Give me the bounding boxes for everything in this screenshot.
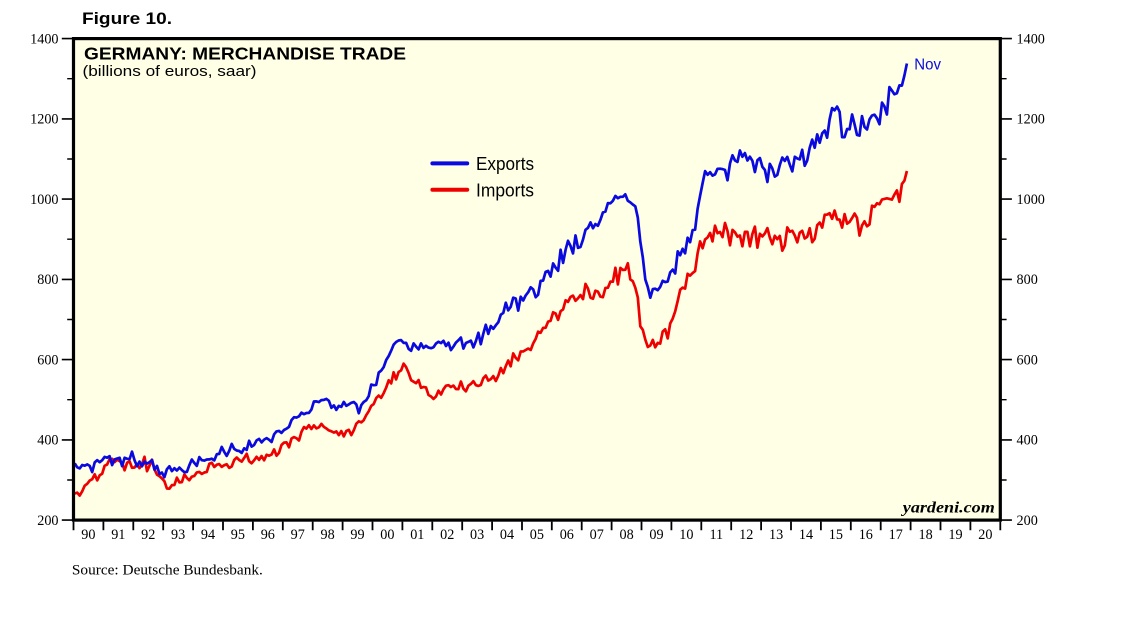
- svg-text:95: 95: [231, 527, 245, 543]
- svg-text:200: 200: [1017, 513, 1038, 529]
- svg-text:20: 20: [978, 527, 992, 543]
- svg-text:04: 04: [500, 527, 514, 543]
- svg-text:97: 97: [291, 527, 305, 543]
- svg-text:16: 16: [859, 527, 873, 543]
- svg-text:1200: 1200: [1017, 112, 1045, 128]
- svg-text:18: 18: [919, 527, 933, 543]
- svg-text:600: 600: [1017, 352, 1038, 368]
- svg-text:yardeni.com: yardeni.com: [900, 500, 994, 517]
- svg-text:(billions of euros, saar): (billions of euros, saar): [83, 63, 257, 80]
- svg-text:17: 17: [889, 527, 903, 543]
- svg-text:05: 05: [530, 527, 544, 543]
- svg-text:01: 01: [410, 527, 424, 543]
- svg-text:02: 02: [440, 527, 454, 543]
- svg-text:98: 98: [321, 527, 335, 543]
- svg-text:15: 15: [829, 527, 843, 543]
- svg-text:03: 03: [470, 527, 484, 543]
- svg-text:1000: 1000: [30, 192, 58, 208]
- svg-text:400: 400: [1017, 433, 1038, 449]
- svg-text:800: 800: [1017, 272, 1038, 288]
- svg-text:Nov: Nov: [914, 56, 941, 73]
- svg-text:GERMANY: MERCHANDISE TRADE: GERMANY: MERCHANDISE TRADE: [84, 44, 406, 64]
- svg-text:99: 99: [350, 527, 364, 543]
- svg-text:1400: 1400: [1017, 31, 1045, 47]
- svg-text:92: 92: [141, 527, 155, 543]
- svg-text:09: 09: [649, 527, 663, 543]
- svg-text:93: 93: [171, 527, 185, 543]
- svg-text:1400: 1400: [30, 31, 58, 47]
- svg-text:1000: 1000: [1017, 192, 1045, 208]
- svg-text:600: 600: [37, 352, 58, 368]
- svg-text:400: 400: [37, 433, 58, 449]
- svg-text:1200: 1200: [30, 112, 58, 128]
- svg-text:Figure 10.: Figure 10.: [82, 9, 172, 28]
- svg-text:90: 90: [81, 527, 95, 543]
- svg-text:Imports: Imports: [476, 180, 534, 201]
- svg-text:00: 00: [380, 527, 394, 543]
- svg-text:14: 14: [799, 527, 813, 543]
- svg-text:91: 91: [111, 527, 125, 543]
- svg-text:13: 13: [769, 527, 783, 543]
- svg-text:Exports: Exports: [476, 153, 534, 174]
- svg-text:08: 08: [620, 527, 634, 543]
- svg-text:11: 11: [709, 527, 723, 543]
- svg-text:07: 07: [590, 527, 604, 543]
- svg-text:19: 19: [948, 527, 962, 543]
- svg-text:94: 94: [201, 527, 215, 543]
- svg-text:12: 12: [739, 527, 753, 543]
- svg-text:200: 200: [37, 513, 58, 529]
- svg-text:10: 10: [679, 527, 693, 543]
- svg-text:Source: Deutsche Bundesbank.: Source: Deutsche Bundesbank.: [72, 563, 263, 579]
- svg-text:96: 96: [261, 527, 275, 543]
- svg-text:06: 06: [560, 527, 574, 543]
- svg-text:800: 800: [37, 272, 58, 288]
